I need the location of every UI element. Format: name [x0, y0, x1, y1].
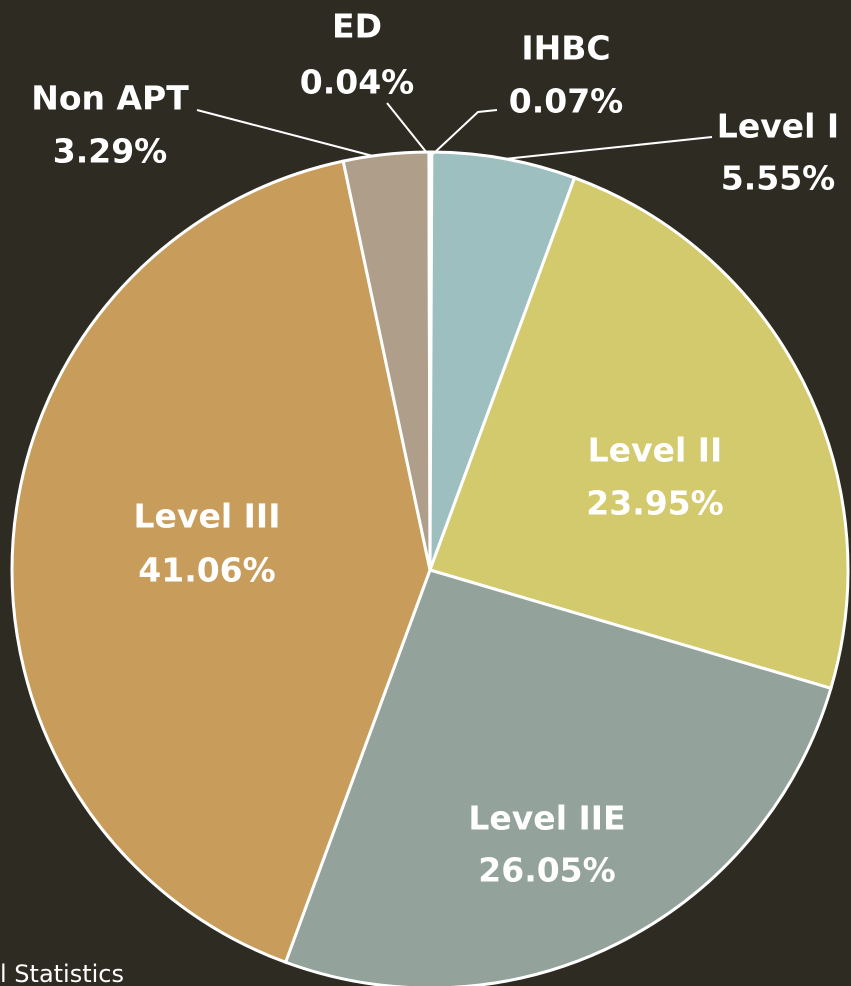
pie-slice [283, 568, 833, 986]
slice-value-label: 0.04% [300, 63, 415, 102]
leader-line [432, 109, 498, 155]
slice-value-label: 0.07% [509, 82, 624, 121]
slice-label: Non APT [31, 79, 189, 118]
slice-label: Level IIE [468, 799, 625, 838]
slice-value-label: 41.06% [138, 551, 275, 590]
slice-label: Level II [588, 431, 723, 470]
leader-line [504, 136, 713, 160]
pie-slice [10, 159, 432, 965]
leader-line [386, 102, 428, 154]
slice-value-label: 5.55% [721, 159, 836, 198]
slice-label: ED [332, 7, 382, 46]
footer: l Statistics [0, 960, 124, 986]
slice-value-label: 23.95% [586, 484, 723, 523]
slice-value-label: 26.05% [478, 851, 615, 890]
slice-label: IHBC [521, 29, 610, 68]
pie-slice [427, 150, 432, 571]
slice-label: Level III [134, 497, 281, 536]
slice-label: Level I [717, 107, 839, 146]
slice-value-label: 3.29% [53, 132, 168, 171]
pie-slice [428, 175, 850, 691]
leader-line [196, 109, 374, 157]
